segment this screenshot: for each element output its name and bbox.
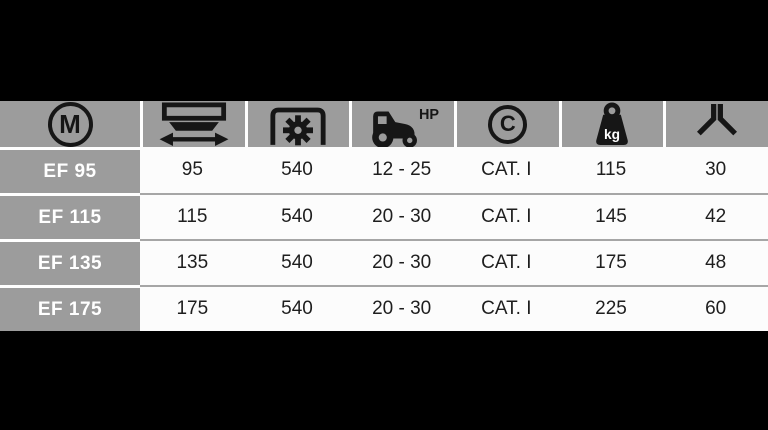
cell-tractor-power: 20 - 30 xyxy=(349,285,454,331)
cell-weight: 115 xyxy=(558,147,664,193)
header-cell-flail-blades xyxy=(663,101,768,147)
cell-linkage-category: CAT. I xyxy=(453,193,559,239)
tractor-hp-icon: HP xyxy=(372,107,440,149)
header-cell-weight: kg xyxy=(558,101,664,147)
cell-tractor-power: 20 - 30 xyxy=(349,239,454,285)
cell-working-width: 95 xyxy=(140,147,245,193)
header-cell-model: M xyxy=(0,101,140,147)
header-cell-linkage-category: C xyxy=(453,101,559,147)
cell-pto-speed: 540 xyxy=(244,193,350,239)
model-letter: M xyxy=(59,109,81,139)
cell-working-width: 175 xyxy=(140,285,245,331)
circled-m-icon: M xyxy=(47,101,93,147)
cell-pto-speed: 540 xyxy=(244,239,350,285)
header-cell-pto-speed xyxy=(244,101,350,147)
kg-label: kg xyxy=(604,127,620,142)
cell-flail-blades: 48 xyxy=(663,239,768,285)
cell-linkage-category: CAT. I xyxy=(453,285,559,331)
spec-table: M xyxy=(0,101,768,331)
cell-tractor-power: 20 - 30 xyxy=(349,193,454,239)
row-model-label: EF 135 xyxy=(0,239,140,285)
hp-label: HP xyxy=(419,107,439,123)
cell-pto-speed: 540 xyxy=(244,147,350,193)
category-letter: C xyxy=(499,111,516,136)
header-cell-working-width xyxy=(140,101,245,147)
working-width-icon xyxy=(159,102,229,146)
flail-blade-icon xyxy=(697,103,738,136)
circled-c-icon: C xyxy=(488,104,528,144)
cell-flail-blades: 30 xyxy=(663,147,768,193)
header-cell-tractor-power: HP xyxy=(349,101,454,149)
row-model-label: EF 95 xyxy=(0,147,140,193)
cell-working-width: 115 xyxy=(140,193,245,239)
cell-weight: 145 xyxy=(558,193,664,239)
cell-tractor-power: 12 - 25 xyxy=(349,147,454,193)
pto-gear-icon xyxy=(270,107,327,145)
cell-linkage-category: CAT. I xyxy=(453,147,559,193)
cell-working-width: 135 xyxy=(140,239,245,285)
cell-weight: 225 xyxy=(558,285,664,331)
weight-kg-icon: kg xyxy=(596,101,629,145)
row-model-label: EF 175 xyxy=(0,285,140,331)
row-model-label: EF 115 xyxy=(0,193,140,239)
cell-flail-blades: 60 xyxy=(663,285,768,331)
cell-weight: 175 xyxy=(558,239,664,285)
cell-pto-speed: 540 xyxy=(244,285,350,331)
cell-flail-blades: 42 xyxy=(663,193,768,239)
cell-linkage-category: CAT. I xyxy=(453,239,559,285)
